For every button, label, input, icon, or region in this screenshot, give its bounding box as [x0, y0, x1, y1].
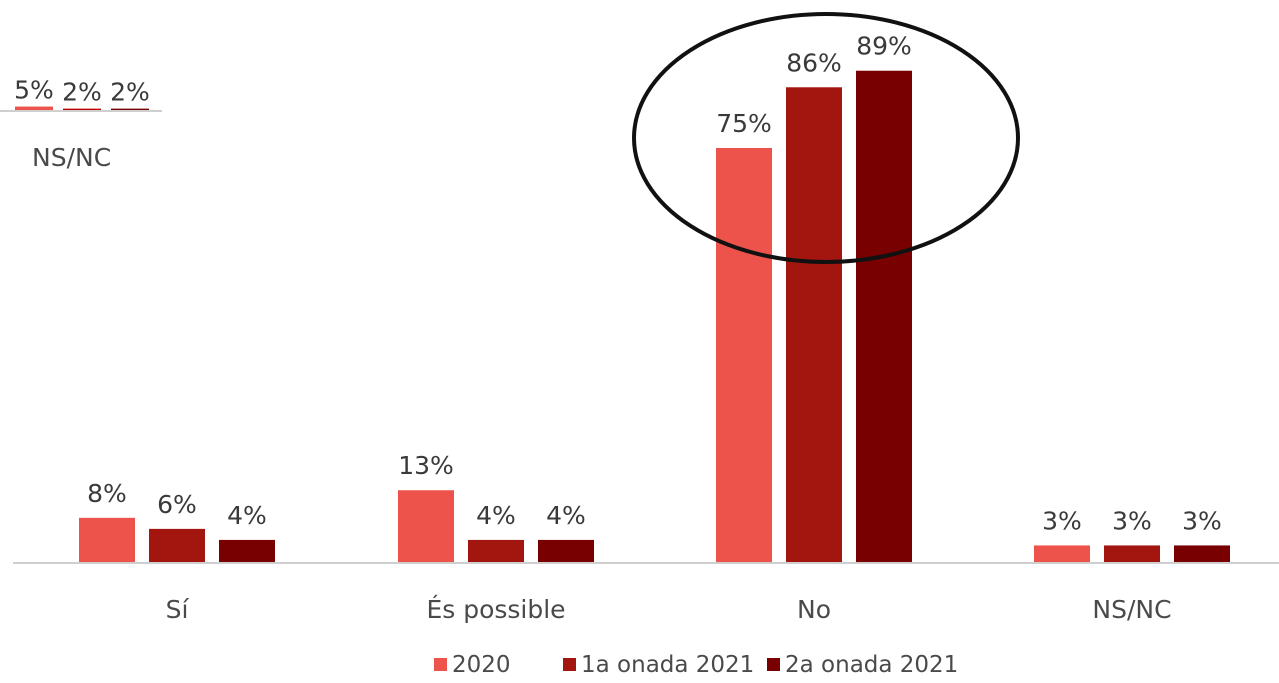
- legend-swatch-1: [563, 658, 576, 671]
- category-label-3: NS/NC: [1092, 595, 1171, 624]
- category-label-0: Sí: [166, 595, 190, 624]
- legend-label-1: 1a onada 2021: [581, 652, 754, 678]
- bar-0-1: [149, 528, 205, 562]
- inset-bar-2: [111, 108, 149, 110]
- bar-3-1: [1104, 545, 1160, 562]
- data-label-2-2: 89%: [856, 32, 912, 61]
- bar-3-0: [1034, 545, 1090, 562]
- data-label-2-1: 86%: [786, 48, 842, 77]
- bar-1-0: [398, 490, 454, 562]
- inset-category-label: NS/NC: [32, 143, 111, 172]
- data-label-3-0: 3%: [1042, 506, 1082, 535]
- inset-bar-0: [15, 106, 53, 110]
- inset-bar-1: [63, 108, 101, 110]
- category-label-2: No: [797, 595, 831, 624]
- data-label-1-2: 4%: [546, 501, 586, 530]
- bar-1-1: [468, 539, 524, 562]
- data-label-3-2: 3%: [1182, 506, 1222, 535]
- legend-swatch-0: [434, 658, 447, 671]
- inset-data-label-2: 2%: [110, 78, 150, 107]
- data-label-0-0: 8%: [87, 479, 127, 508]
- inset-data-label-1: 2%: [62, 78, 102, 107]
- bar-2-2: [856, 70, 912, 562]
- highlight-ellipse: [632, 12, 1020, 264]
- bar-2-1: [786, 87, 842, 562]
- legend-label-0: 2020: [452, 652, 511, 678]
- data-label-0-1: 6%: [157, 490, 197, 519]
- data-label-3-1: 3%: [1112, 506, 1152, 535]
- data-label-1-0: 13%: [398, 451, 454, 480]
- bar-2-0: [716, 148, 772, 562]
- inset-data-label-0: 5%: [14, 76, 54, 105]
- bar-0-0: [79, 517, 135, 562]
- data-label-2-0: 75%: [716, 109, 772, 138]
- data-label-1-1: 4%: [476, 501, 516, 530]
- data-label-0-2: 4%: [227, 501, 267, 530]
- bar-1-2: [538, 539, 594, 562]
- legend-label-2: 2a onada 2021: [785, 652, 958, 678]
- category-label-1: És possible: [426, 595, 565, 624]
- bar-3-2: [1174, 545, 1230, 562]
- legend-swatch-2: [767, 658, 780, 671]
- bar-0-2: [219, 539, 275, 562]
